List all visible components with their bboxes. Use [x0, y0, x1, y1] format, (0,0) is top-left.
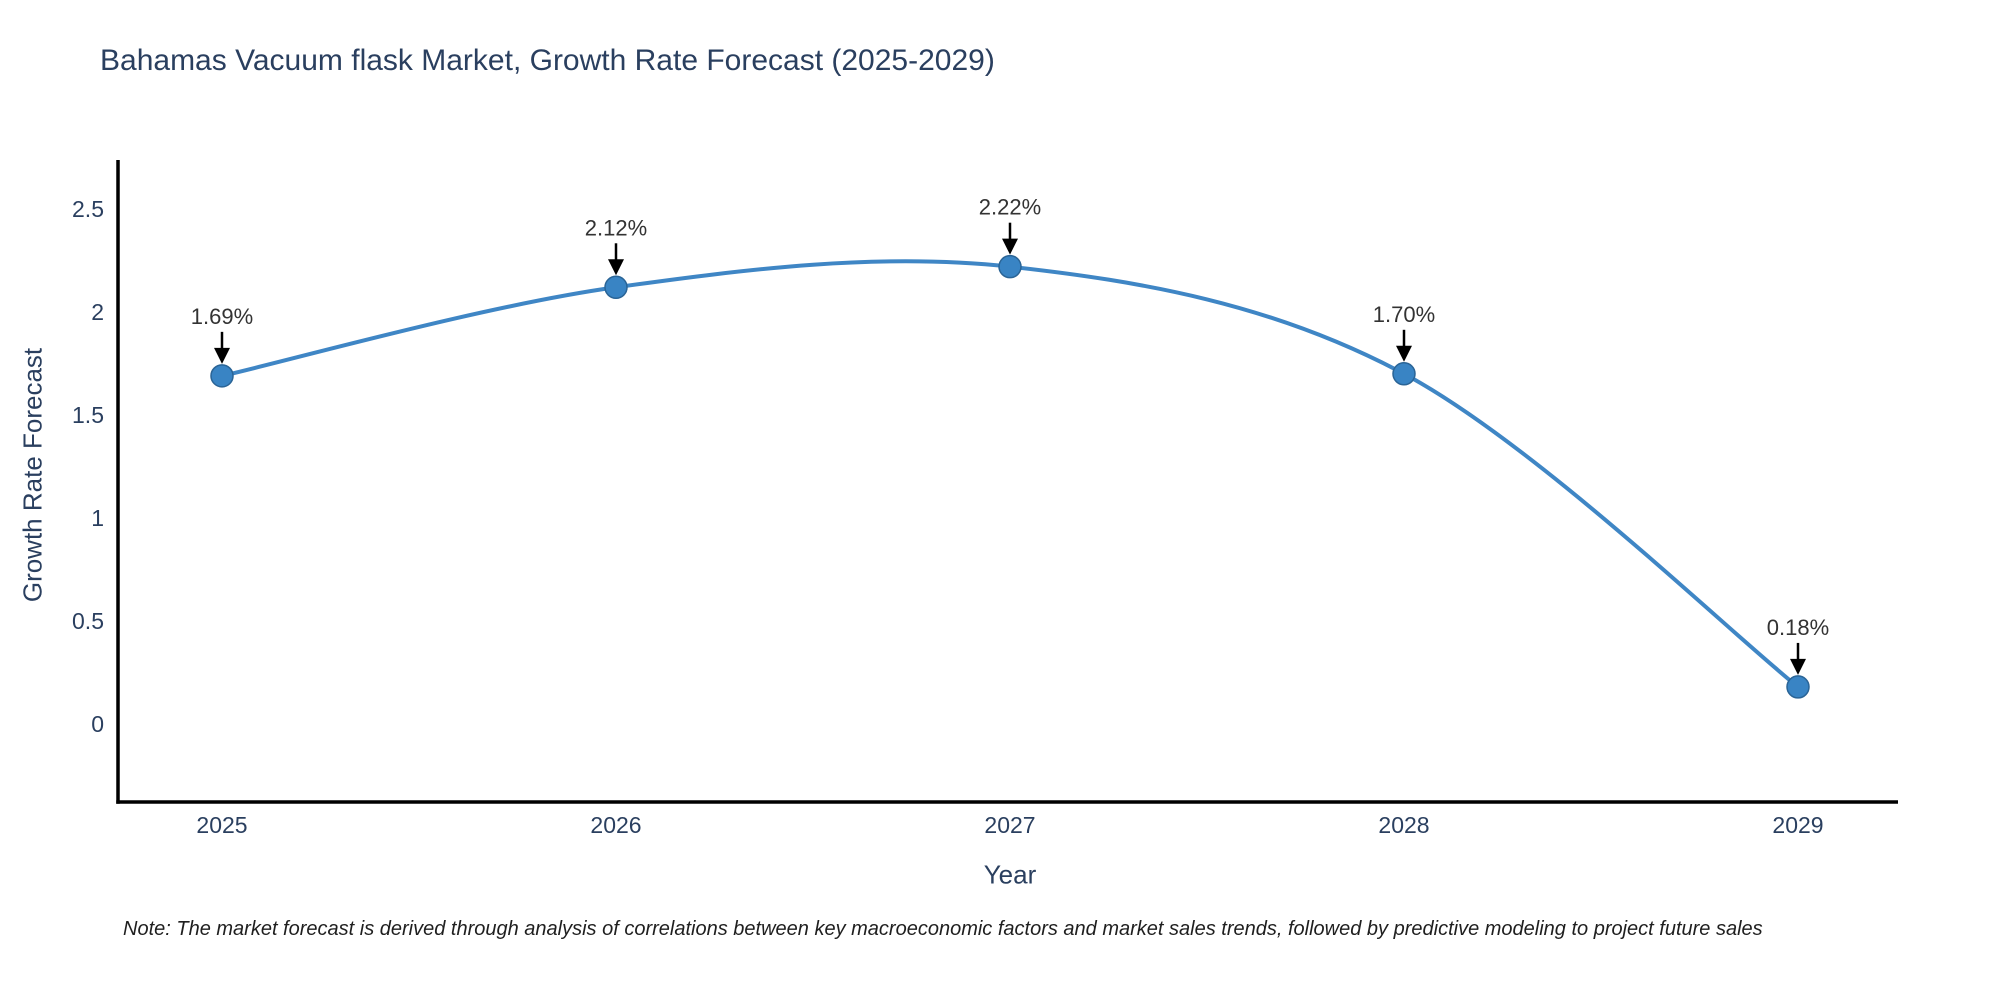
x-tick-label: 2025: [196, 812, 247, 838]
y-tick-label: 1.5: [72, 402, 104, 428]
chart-title: Bahamas Vacuum flask Market, Growth Rate…: [100, 44, 995, 77]
trend-line: [220, 259, 1800, 689]
y-tick-label: 0: [91, 711, 104, 737]
data-point-label: 2.12%: [585, 215, 647, 240]
y-tick-label: 2.5: [72, 196, 104, 222]
annotation-arrow-head: [1396, 345, 1412, 362]
data-point-marker: [1786, 675, 1810, 699]
y-tick-label: 0.5: [72, 608, 104, 634]
footnote: Note: The market forecast is derived thr…: [123, 918, 1763, 940]
annotation-arrow-head: [1002, 238, 1018, 255]
data-point-marker: [210, 364, 234, 388]
x-tick-label: 2027: [984, 812, 1035, 838]
y-tick-label: 1: [91, 505, 104, 531]
data-point-marker: [998, 254, 1022, 279]
data-point-label: 0.18%: [1767, 615, 1829, 640]
y-axis-title: Growth Rate Forecast: [17, 347, 48, 603]
x-tick-label: 2028: [1378, 812, 1429, 838]
data-point-label: 1.70%: [1373, 302, 1435, 327]
data-point-marker: [604, 275, 628, 300]
annotation-arrow-head: [608, 259, 624, 276]
annotation-arrow-head: [214, 347, 230, 364]
data-point-marker: [1392, 362, 1416, 386]
x-tick-label: 2029: [1772, 812, 1823, 838]
data-point-label: 1.69%: [191, 304, 253, 329]
data-point-label: 2.22%: [979, 195, 1041, 220]
y-tick-label: 2: [91, 299, 104, 325]
x-tick-label: 2026: [590, 812, 641, 838]
x-axis-title: Year: [983, 859, 1037, 890]
annotation-arrow-head: [1790, 658, 1806, 675]
